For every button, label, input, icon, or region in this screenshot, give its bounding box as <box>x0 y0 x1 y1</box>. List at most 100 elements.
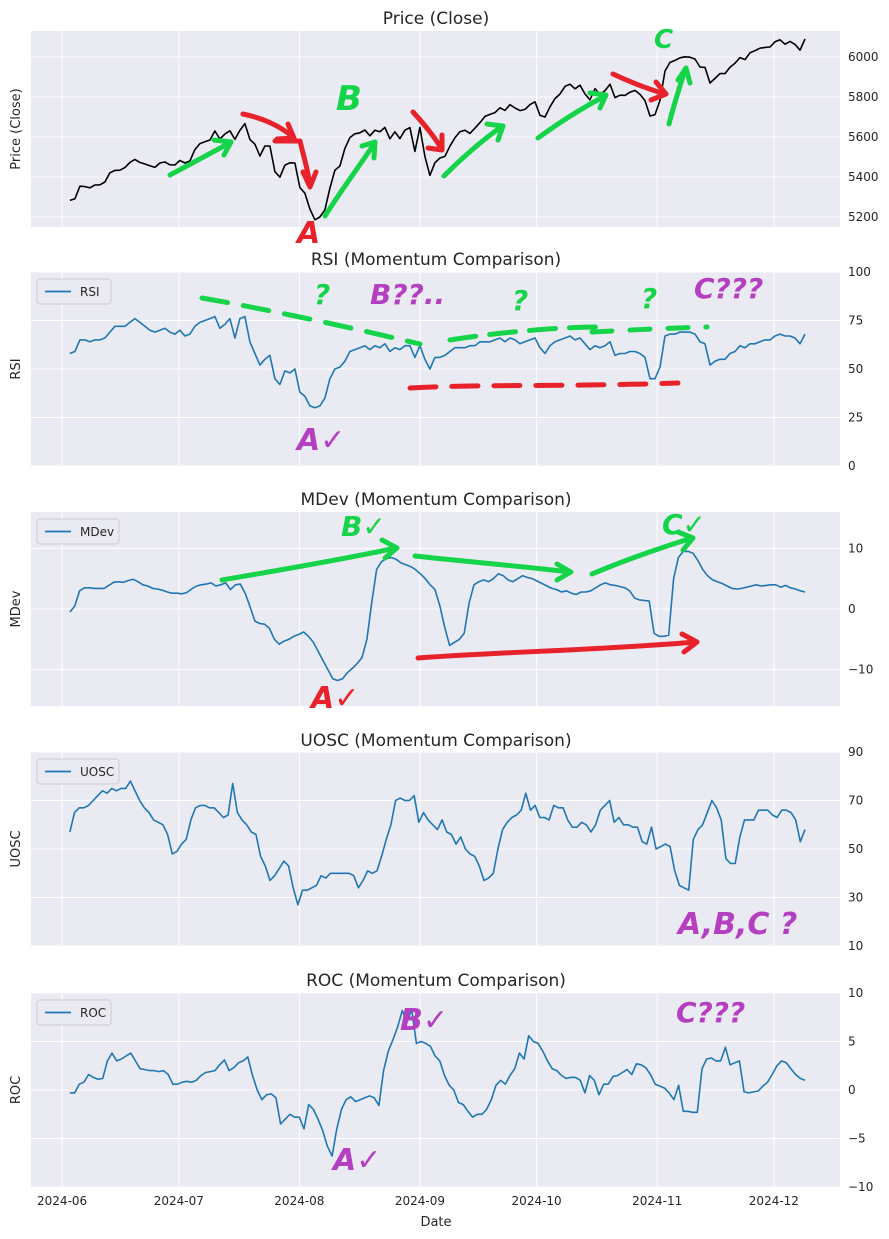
rsi-label-B: B??.. <box>370 278 445 311</box>
y-tick-label: 5400 <box>848 170 879 184</box>
mdev-arrow-green-3 <box>589 535 695 577</box>
legend-label: ROC <box>80 1006 106 1020</box>
series-line-roc <box>69 1008 806 1157</box>
x-tick-label: 2024-09 <box>395 1194 445 1208</box>
x-tick-labels: 2024-06 2024-07 2024-08 2024-09 2024-10 2024-… <box>37 1194 799 1208</box>
y-tick-label: 0 <box>848 602 856 616</box>
rsi-dashed-green-1 <box>199 295 423 347</box>
price-arrow-green-3-head <box>484 121 506 143</box>
legend-box <box>36 518 120 545</box>
legend-box <box>36 758 120 785</box>
y-tick-label: 6000 <box>848 50 879 64</box>
rsi-question-2: ? <box>512 284 528 317</box>
legend-mdev: MDev <box>36 518 120 545</box>
y-tick-label: 5600 <box>848 130 879 144</box>
mdev-arrow-red <box>415 639 699 661</box>
series-line-uosc <box>69 780 806 906</box>
y-axis-label: UOSC <box>9 830 24 867</box>
y-tick-label: 50 <box>848 842 863 856</box>
y-axis-label: Price (Close) <box>9 88 24 169</box>
chart-title: MDev (Momentum Comparison) <box>301 490 572 510</box>
rsi-dashed-red <box>407 380 681 391</box>
price-arrow-red-1 <box>240 111 296 140</box>
mdev-panel: −10 0 10 MDev (Momentum Comparison) MDev MDev <box>9 490 873 706</box>
legend-label: MDev <box>80 525 114 539</box>
roc-label-C: C??? <box>676 996 745 1029</box>
price-arrow-green-2 <box>322 141 377 219</box>
price-arrow-red-2-head <box>300 169 319 190</box>
y-tick-label: 5200 <box>848 210 879 224</box>
mdev-arrow-green-2-head <box>554 561 574 583</box>
mdev-arrow-red-head <box>679 631 700 655</box>
y-tick-label: 70 <box>848 794 863 808</box>
chart-title: UOSC (Momentum Comparison) <box>300 731 571 751</box>
rsi-dashed-green-2 <box>447 324 603 343</box>
chart-title: ROC (Momentum Comparison) <box>306 971 566 991</box>
x-tick-label: 2024-10 <box>512 1194 562 1208</box>
mdev-arrow-green-1-head <box>379 537 400 561</box>
chart-title: RSI (Momentum Comparison) <box>311 250 561 270</box>
uosc-label-ABC: A,B,C ? <box>676 907 797 942</box>
series-line-rsi <box>69 315 806 409</box>
rsi-panel: 0 25 50 75 100 RSI (Momentum Comparison) RSI RS… <box>9 250 871 473</box>
x-tick-label: 2024-12 <box>749 1194 799 1208</box>
y-tick-label: 10 <box>848 541 863 555</box>
roc-panel: −10 −5 0 5 10 ROC (Momentum Comparison) ROC ROC <box>9 971 873 1194</box>
price-arrow-red-4-head <box>648 79 669 103</box>
x-tick-label: 2024-07 <box>154 1194 204 1208</box>
y-tick-label: 5 <box>848 1035 856 1049</box>
series-line-price <box>69 38 806 221</box>
x-axis-label: Date <box>420 1215 451 1230</box>
roc-label-A: A✓ <box>331 1143 381 1178</box>
legend-box <box>36 278 112 305</box>
price-label-C: C <box>654 25 673 55</box>
legend-label: UOSC <box>80 765 114 779</box>
y-tick-label: −10 <box>848 1180 873 1194</box>
x-tick-label: 2024-08 <box>274 1194 324 1208</box>
legend-uosc: UOSC <box>36 758 120 785</box>
rsi-question-3: ? <box>641 282 657 315</box>
y-tick-label: 75 <box>848 314 863 328</box>
price-arrow-red-3 <box>410 109 444 151</box>
y-tick-label: 50 <box>848 362 863 376</box>
y-tick-label: 90 <box>848 745 863 759</box>
uosc-panel: 10 30 50 70 90 UOSC (Momentum Comparison) UOSC… <box>9 731 863 953</box>
y-tick-label: 30 <box>848 891 863 905</box>
y-axis-label: RSI <box>9 358 24 379</box>
y-axis-label: MDev <box>9 590 24 627</box>
price-arrow-green-1-head <box>211 137 234 158</box>
mdev-arrow-green-1 <box>219 545 399 583</box>
y-tick-label: −5 <box>848 1132 866 1146</box>
rsi-question-1: ? <box>314 278 330 311</box>
mdev-arrow-green-3-head <box>675 529 696 553</box>
y-tick-label: 0 <box>848 1083 856 1097</box>
price-panel: 5200 5400 5600 5800 6000 Price (Close) Price (… <box>9 9 879 227</box>
price-annotations <box>167 65 693 219</box>
price-arrow-green-5-head <box>675 65 693 86</box>
y-tick-label: −10 <box>848 663 873 677</box>
legend-box <box>36 999 112 1026</box>
price-arrow-red-4 <box>610 71 668 97</box>
plot-area-price <box>31 31 840 227</box>
y-tick-label: 100 <box>848 265 871 279</box>
legend-label: RSI <box>80 285 100 299</box>
rsi-label-C: C??? <box>694 272 763 305</box>
rsi-dashed-green-3 <box>589 324 710 335</box>
price-arrow-green-3 <box>441 124 504 179</box>
legend-rsi: RSI <box>36 278 112 305</box>
roc-label-B: B✓ <box>400 1003 448 1038</box>
price-arrow-green-4-head <box>587 90 609 111</box>
rsi-annotations <box>199 295 710 391</box>
mdev-label-C: C✓ <box>662 508 706 541</box>
mdev-annotations <box>219 529 700 661</box>
y-tick-label: 5800 <box>848 90 879 104</box>
price-arrow-green-1 <box>167 140 233 178</box>
rsi-label-A: A✓ <box>295 423 345 458</box>
mdev-arrow-green-2 <box>412 553 573 575</box>
price-label-A: A <box>295 216 320 251</box>
chart-title: Price (Close) <box>383 9 489 29</box>
y-tick-label: 10 <box>848 939 863 953</box>
x-tick-label: 2024-11 <box>632 1194 682 1208</box>
y-tick-label: 25 <box>848 411 863 425</box>
legend-roc: ROC <box>36 999 112 1026</box>
